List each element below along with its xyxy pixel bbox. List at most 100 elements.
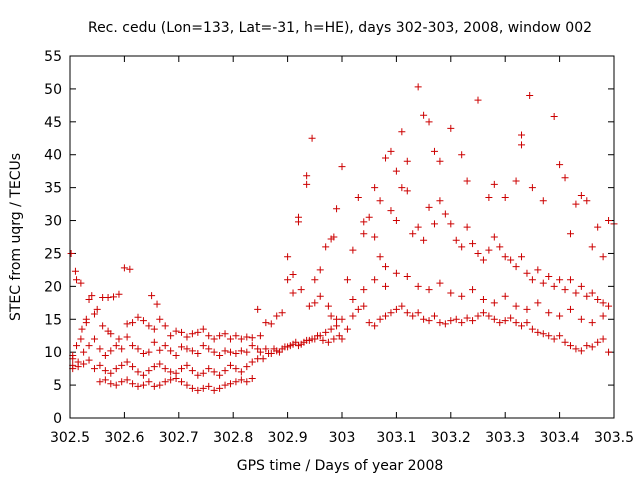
data-point bbox=[107, 380, 115, 388]
data-point bbox=[469, 240, 477, 248]
data-point bbox=[237, 347, 245, 355]
data-point bbox=[490, 233, 498, 241]
data-point bbox=[436, 157, 444, 165]
data-point bbox=[382, 282, 390, 290]
data-point bbox=[161, 342, 169, 350]
data-point bbox=[297, 286, 305, 294]
data-point bbox=[303, 180, 311, 188]
data-point bbox=[392, 217, 400, 225]
data-point bbox=[156, 315, 164, 323]
data-point bbox=[123, 320, 131, 328]
data-point bbox=[474, 96, 482, 104]
data-point bbox=[409, 312, 417, 320]
data-point bbox=[556, 161, 564, 169]
data-point bbox=[572, 289, 580, 297]
data-point bbox=[226, 380, 234, 388]
data-point bbox=[458, 151, 466, 159]
data-point bbox=[194, 371, 202, 379]
data-point bbox=[376, 197, 384, 205]
data-point bbox=[392, 269, 400, 277]
data-point bbox=[237, 368, 245, 376]
data-point bbox=[392, 305, 400, 313]
data-point bbox=[561, 338, 569, 346]
data-point bbox=[243, 333, 251, 341]
data-point bbox=[588, 319, 596, 327]
data-point bbox=[360, 230, 368, 238]
data-point bbox=[430, 220, 438, 228]
data-point bbox=[289, 340, 297, 348]
data-point bbox=[273, 347, 281, 355]
data-point bbox=[447, 289, 455, 297]
data-point bbox=[80, 360, 88, 368]
data-point bbox=[248, 342, 256, 350]
data-point bbox=[90, 365, 98, 373]
y-tick-label: 15 bbox=[44, 312, 62, 328]
data-point bbox=[139, 317, 147, 325]
data-point bbox=[387, 147, 395, 155]
data-point bbox=[479, 256, 487, 264]
x-tick-label: 302.8 bbox=[213, 430, 253, 446]
data-point bbox=[594, 223, 602, 231]
data-point bbox=[199, 369, 207, 377]
data-point bbox=[534, 266, 542, 274]
data-point bbox=[262, 345, 270, 353]
data-point bbox=[430, 312, 438, 320]
data-point bbox=[452, 236, 460, 244]
data-point bbox=[479, 309, 487, 317]
data-point bbox=[172, 351, 180, 359]
data-point bbox=[605, 217, 613, 225]
data-point bbox=[93, 305, 101, 313]
data-point bbox=[278, 345, 286, 353]
data-point bbox=[183, 381, 191, 389]
data-point bbox=[349, 246, 357, 254]
data-point bbox=[123, 358, 131, 366]
data-point bbox=[501, 317, 509, 325]
axis-ticks bbox=[69, 55, 615, 419]
data-point bbox=[512, 177, 520, 185]
data-point bbox=[324, 338, 332, 346]
data-point bbox=[167, 347, 175, 355]
data-point bbox=[512, 319, 520, 327]
data-point bbox=[156, 381, 164, 389]
data-point bbox=[436, 319, 444, 327]
x-tick-label: 303.1 bbox=[376, 430, 416, 446]
data-point bbox=[518, 141, 526, 149]
data-point bbox=[327, 325, 335, 333]
data-point bbox=[267, 320, 275, 328]
data-point bbox=[425, 317, 433, 325]
data-point bbox=[398, 184, 406, 192]
data-point bbox=[67, 249, 75, 257]
data-point bbox=[172, 375, 180, 383]
data-point bbox=[107, 330, 115, 338]
data-point bbox=[172, 327, 180, 335]
x-tick-label: 302.6 bbox=[104, 430, 144, 446]
data-point bbox=[414, 223, 422, 231]
y-tick-label: 0 bbox=[53, 411, 62, 427]
data-point bbox=[458, 243, 466, 251]
data-point bbox=[528, 325, 536, 333]
data-point bbox=[256, 332, 264, 340]
data-point bbox=[566, 342, 574, 350]
plot-frame bbox=[69, 55, 615, 419]
data-point bbox=[85, 356, 93, 364]
data-point bbox=[572, 345, 580, 353]
data-point bbox=[148, 292, 156, 300]
data-point bbox=[194, 386, 202, 394]
data-point bbox=[463, 223, 471, 231]
data-point bbox=[194, 328, 202, 336]
data-point bbox=[145, 378, 153, 386]
data-point bbox=[599, 253, 607, 261]
data-point bbox=[289, 289, 297, 297]
data-point bbox=[183, 333, 191, 341]
data-point bbox=[284, 343, 292, 351]
data-point bbox=[80, 348, 88, 356]
y-tick-label: 50 bbox=[44, 82, 62, 98]
data-point bbox=[333, 322, 341, 330]
data-point bbox=[545, 272, 553, 280]
data-point bbox=[354, 194, 362, 202]
data-point bbox=[479, 296, 487, 304]
data-point bbox=[294, 213, 302, 221]
data-point bbox=[583, 342, 591, 350]
data-points bbox=[67, 83, 618, 394]
data-point bbox=[150, 363, 158, 371]
